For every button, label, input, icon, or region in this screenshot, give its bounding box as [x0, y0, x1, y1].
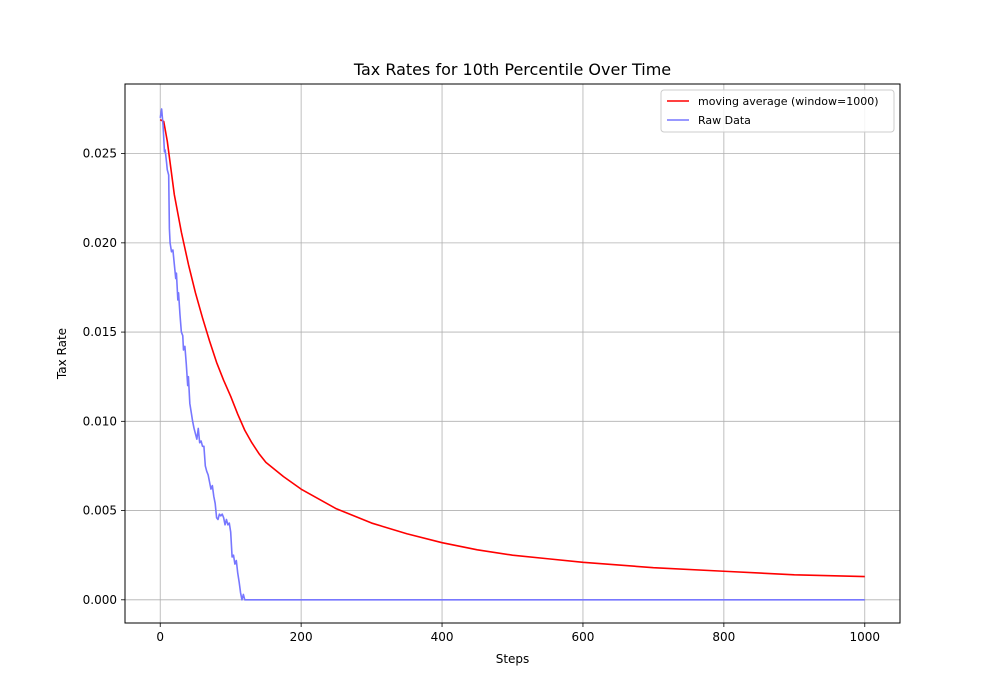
x-axis-label: Steps — [496, 652, 530, 666]
series-line-raw-data — [159, 108, 865, 601]
y-tick-label: 0.020 — [83, 236, 117, 250]
legend: moving average (window=1000) Raw Data — [660, 89, 895, 133]
y-tick-label: 0.005 — [83, 504, 117, 518]
x-tick-label: 200 — [290, 630, 313, 644]
chart-title: Tax Rates for 10th Percentile Over Time — [353, 60, 671, 79]
grid — [125, 84, 900, 623]
y-tick-label: 0.000 — [83, 593, 117, 607]
ticks: 0 200 400 600 800 1000 0.000 0.005 0.010 0.015 0.0… — [83, 147, 880, 644]
x-tick-label: 800 — [712, 630, 735, 644]
plot-frame — [124, 83, 901, 624]
legend-entry: moving average (window=1000) — [698, 95, 879, 108]
y-axis-label: Tax Rate — [55, 328, 69, 380]
series-layer — [159, 108, 865, 601]
y-tick-label: 0.015 — [83, 325, 117, 339]
legend-entry: Raw Data — [698, 114, 751, 127]
legend-box — [660, 89, 895, 133]
y-tick-label: 0.025 — [83, 147, 117, 161]
x-tick-label: 400 — [431, 630, 454, 644]
x-tick-label: 0 — [156, 630, 164, 644]
x-tick-label: 600 — [572, 630, 595, 644]
y-tick-label: 0.010 — [83, 414, 117, 428]
series-line-moving-average — [159, 118, 865, 578]
x-tick-label: 1000 — [849, 630, 880, 644]
